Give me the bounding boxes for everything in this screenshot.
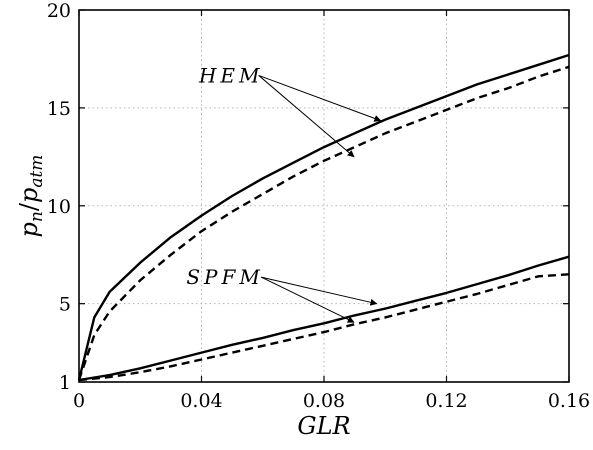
x-axis-label: GLR bbox=[297, 412, 350, 440]
y-axis-label: pn/patm bbox=[15, 155, 47, 238]
grid-lines bbox=[79, 10, 569, 382]
series-line-hem-dashed bbox=[77, 65, 570, 381]
series-line-spfm-dashed bbox=[78, 273, 570, 382]
y-tick-label: 1 bbox=[59, 372, 71, 394]
annotation-label-hem: HEM bbox=[198, 63, 264, 87]
y-tick-label: 10 bbox=[47, 196, 71, 218]
x-tick-label: 0.04 bbox=[180, 390, 222, 412]
annotations: HEM SPFM bbox=[186, 63, 382, 323]
x-tick-label: 0.12 bbox=[425, 390, 467, 412]
annotation-arrow bbox=[258, 74, 382, 122]
x-tick-label: 0.08 bbox=[303, 390, 345, 412]
annotation-arrow bbox=[260, 276, 378, 306]
annotation-label-spfm: SPFM bbox=[186, 265, 264, 289]
annotation-arrow bbox=[258, 75, 355, 158]
y-tick-label: 20 bbox=[47, 0, 71, 22]
series-line-hem-solid bbox=[77, 53, 570, 381]
series-line-spfm-solid bbox=[78, 255, 570, 382]
annotation-arrow bbox=[260, 276, 355, 323]
x-tick-label: 0.16 bbox=[548, 390, 590, 412]
x-tick-label: 0 bbox=[73, 390, 85, 412]
series-lines bbox=[77, 53, 570, 382]
y-tick-label: 5 bbox=[59, 294, 71, 316]
y-tick-label: 15 bbox=[47, 98, 71, 120]
